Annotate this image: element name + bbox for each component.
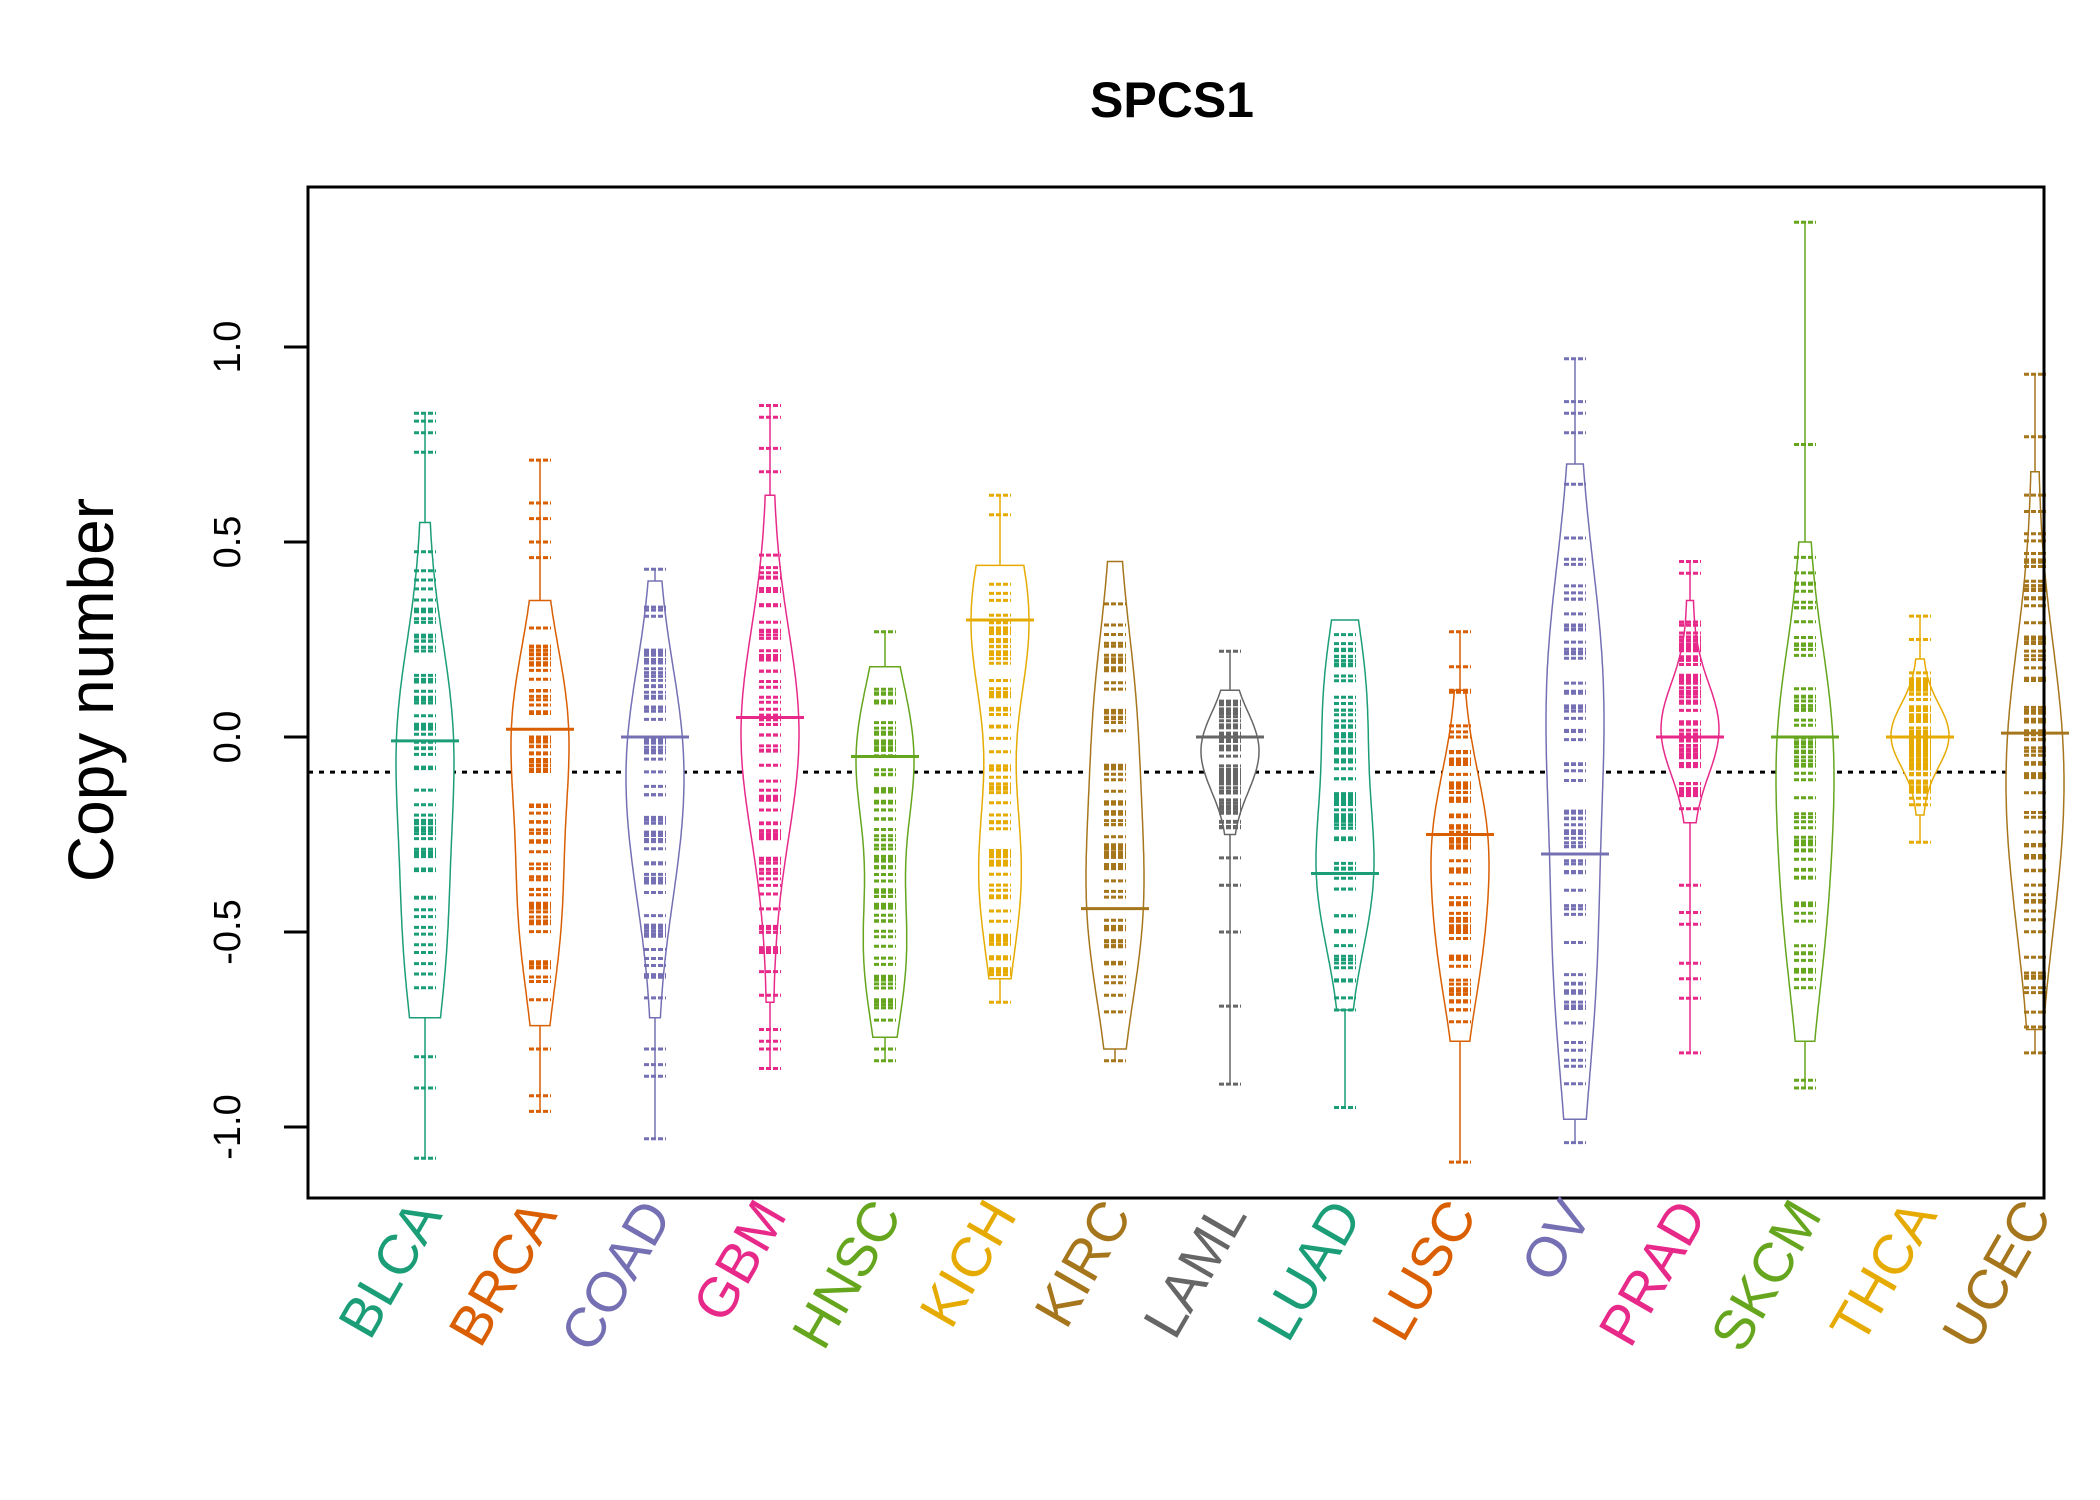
bean-luad [1311, 619, 1379, 1109]
y-axis: -1.0 -0.5 0.0 0.5 1.0 [207, 321, 310, 1160]
bean-hnsc [851, 630, 919, 1063]
x-tick-label-blca: BLCA [326, 1189, 454, 1348]
bean-density [1430, 689, 1490, 1042]
bean-prad [1656, 560, 1724, 1055]
bean-skcm [1771, 220, 1839, 1090]
x-tick-label-coad: COAD [548, 1190, 683, 1362]
x-tick-label-laml: LAML [1131, 1190, 1259, 1348]
bean-ucec [2001, 372, 2069, 1055]
bean-coad [621, 567, 689, 1141]
bean-density [1545, 463, 1605, 1120]
bean-density [625, 580, 685, 1019]
y-tick-label: -0.5 [207, 899, 249, 964]
bean-laml [1196, 649, 1264, 1086]
x-tick-label-kirc: KIRC [1022, 1190, 1143, 1337]
bean-density [395, 521, 455, 1019]
y-tick-label: 0.0 [207, 711, 249, 764]
x-tick-label-luad: LUAD [1244, 1190, 1373, 1351]
bean-brca [506, 458, 574, 1113]
bean-blca [391, 411, 459, 1160]
bean-density [1200, 689, 1260, 836]
chart-title: SPCS1 [1090, 72, 1254, 128]
x-tick-label-skcm: SKCM [1698, 1190, 1833, 1362]
y-tick-label: -1.0 [207, 1094, 249, 1159]
bean-density [1775, 541, 1835, 1042]
plot-content [308, 220, 2069, 1164]
x-tick-label-ov: OV [1508, 1189, 1603, 1291]
bean-kirc [1081, 560, 1149, 1063]
x-tick-label-gbm: GBM [680, 1190, 798, 1332]
bean-density [970, 564, 1030, 980]
bean-kich [966, 493, 1034, 1004]
y-axis-label: Copy number [55, 498, 127, 882]
x-tick-label-lusc: LUSC [1359, 1190, 1488, 1351]
y-tick-label: 1.0 [207, 321, 249, 374]
bean-gbm [736, 404, 804, 1070]
x-tick-label-kich: KICH [907, 1190, 1028, 1337]
x-tick-label-thca: THCA [1818, 1189, 1949, 1353]
bean-thca [1886, 614, 1954, 844]
bean-lusc [1426, 630, 1494, 1164]
x-tick-label-ucec: UCEC [1929, 1190, 2063, 1359]
y-tick-label: 0.5 [207, 516, 249, 569]
x-tick-label-hnsc: HNSC [779, 1190, 913, 1359]
bean-density [855, 666, 915, 1039]
bean-ov [1541, 357, 1609, 1145]
